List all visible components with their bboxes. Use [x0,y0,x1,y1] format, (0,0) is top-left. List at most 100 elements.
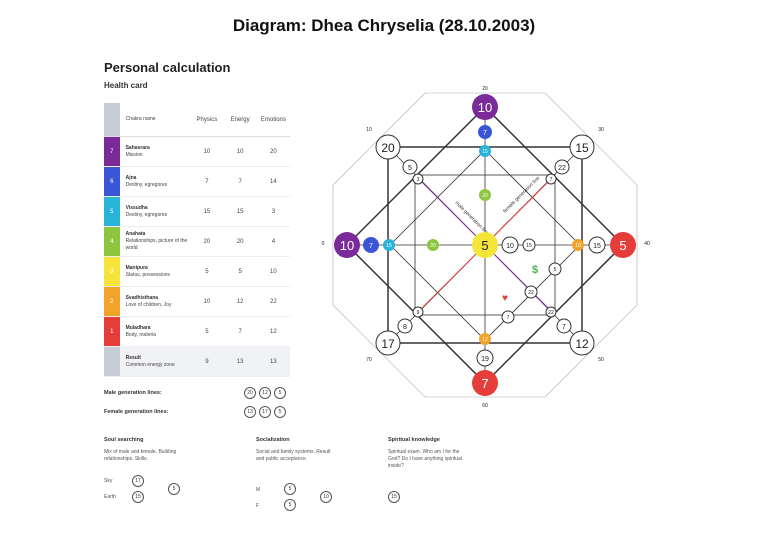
top-left-node-value: 20 [381,141,395,155]
chakra-name-cell: Vissudha Destiny, egregores [119,196,191,227]
right-node-value: 5 [619,238,626,253]
bottom-right-node-value: 12 [575,337,589,351]
emotions-value: 3 [256,196,290,227]
table-row: 4 Anahata Relationships, picture of the wo… [104,226,290,257]
top-inner-value: 7 [483,130,487,137]
chakra-number: 2 [104,286,120,317]
center-node-value: 5 [481,238,488,253]
female-line-value: 17 [259,406,271,418]
center-up-value: 20 [482,193,488,199]
table-row: 2 Svadhisthana Love of children, Joy 10 12 22 [104,286,290,317]
chakra-table: Chakra name Physics Energy Emotions 7 Sah… [104,103,290,377]
male-generation-arrow [414,174,476,236]
bl-inner2-value: 9 [417,310,420,316]
chakra-name: Anahata [125,231,146,237]
money-value: 5 [554,267,557,273]
chakra-description: Destiny, egregores [125,211,168,218]
degree-right: 40 [644,241,650,247]
m-label: M [256,487,261,493]
chakra-name: Muladhara [125,324,151,331]
m-value: 5 [284,483,296,495]
love-value: 22 [528,290,534,296]
center-right-value: 10 [506,243,514,250]
center-up-node [479,189,491,201]
br-inner-node [556,318,572,334]
table-row: 7 Sahasrara Mission 10 10 20 [104,136,290,167]
chakra-description: Relationships, picture of the world [125,238,188,251]
br-inner-value: 7 [562,324,566,331]
chakra-name-cell: Sahasrara Mission [119,136,191,167]
left-node-value: 10 [340,238,354,253]
emotions-value: 4 [256,226,290,257]
degree-top: 20 [482,86,488,92]
male-line-value: 12 [259,387,271,399]
earth-value: 15 [132,491,144,503]
social-title: Socialization [256,437,290,443]
bottom-right-node [569,330,595,356]
female-line-value: 13 [244,406,256,418]
bl-inner-node [397,318,413,334]
bottom-left-node [375,330,401,356]
energy-value: 15 [223,196,257,227]
chakra-description: Destiny, egregores [125,181,168,188]
soul-result: 5 [168,483,180,495]
center-node [472,232,498,258]
physics-value: 5 [190,316,224,347]
f-value: 5 [284,499,296,511]
physics-value: 10 [190,136,224,167]
spiritual-value: 15 [388,491,400,503]
energy-value: 5 [223,256,257,287]
chakra-number [104,346,120,377]
love2-node [501,310,515,324]
center-right2-value: 15 [526,243,532,249]
energy-value: 13 [223,346,257,377]
male-line-value: 20 [244,387,256,399]
header-energy: Energy [223,103,257,137]
bl-inner-value: 8 [403,324,407,331]
dollar-icon: $ [532,264,538,276]
emotions-value: 20 [256,136,290,167]
love2-value: 7 [507,315,510,321]
bottom-inner-value: 12 [482,337,488,343]
physics-value: 7 [190,166,224,197]
degree-left: 0 [322,241,325,247]
spiritual-title: Spiritual knowledge [388,437,440,443]
table-row: 1 Muladhara Body, materia 5 7 12 [104,316,290,347]
center-left-node [427,239,439,251]
chakra-name-cell: Muladhara Body, materia [119,316,191,347]
right-inner2-node [572,239,584,251]
emotions-value: 10 [256,256,290,287]
header-emotions: Emotions [256,103,290,137]
emotions-value: 12 [256,316,290,347]
panel-heading: Personal calculation [104,60,231,75]
chakra-name: Result [125,354,141,361]
energy-value: 20 [223,226,257,257]
soul-title: Soul searching [104,437,144,443]
chakra-number: 6 [104,166,120,197]
chakra-description: Common energy zone [125,361,175,368]
matrix-diagram: male generation line female generation l… [322,86,650,409]
right-inner-node [588,236,606,254]
outer-ring [332,92,638,398]
love-node [524,285,538,299]
chakra-number: 1 [104,316,120,347]
physics-value: 9 [190,346,224,377]
physics-value: 15 [190,196,224,227]
bottom-inner2-node [476,349,494,367]
table-row: 5 Vissudha Destiny, egregores 15 15 3 [104,196,290,227]
center-left-value: 20 [430,243,436,249]
emotions-value: 22 [256,286,290,317]
social-result: 10 [320,491,332,503]
female-generation-label: Female generation lines: [104,409,169,415]
f-label: F [256,503,260,509]
table-row: Result Common energy zone 9 13 13 [104,346,290,377]
social-description: Social and family systems. Result and pu… [256,449,331,462]
physics-value: 10 [190,286,224,317]
bl-inner2-node [412,306,424,318]
chakra-name: Ajna [125,174,137,181]
chakra-number: 4 [104,226,120,257]
tl-inner-value: 5 [408,165,412,172]
energy-value: 7 [223,166,257,197]
top-inner-node [478,125,492,139]
top-right-node-value: 15 [575,141,589,155]
